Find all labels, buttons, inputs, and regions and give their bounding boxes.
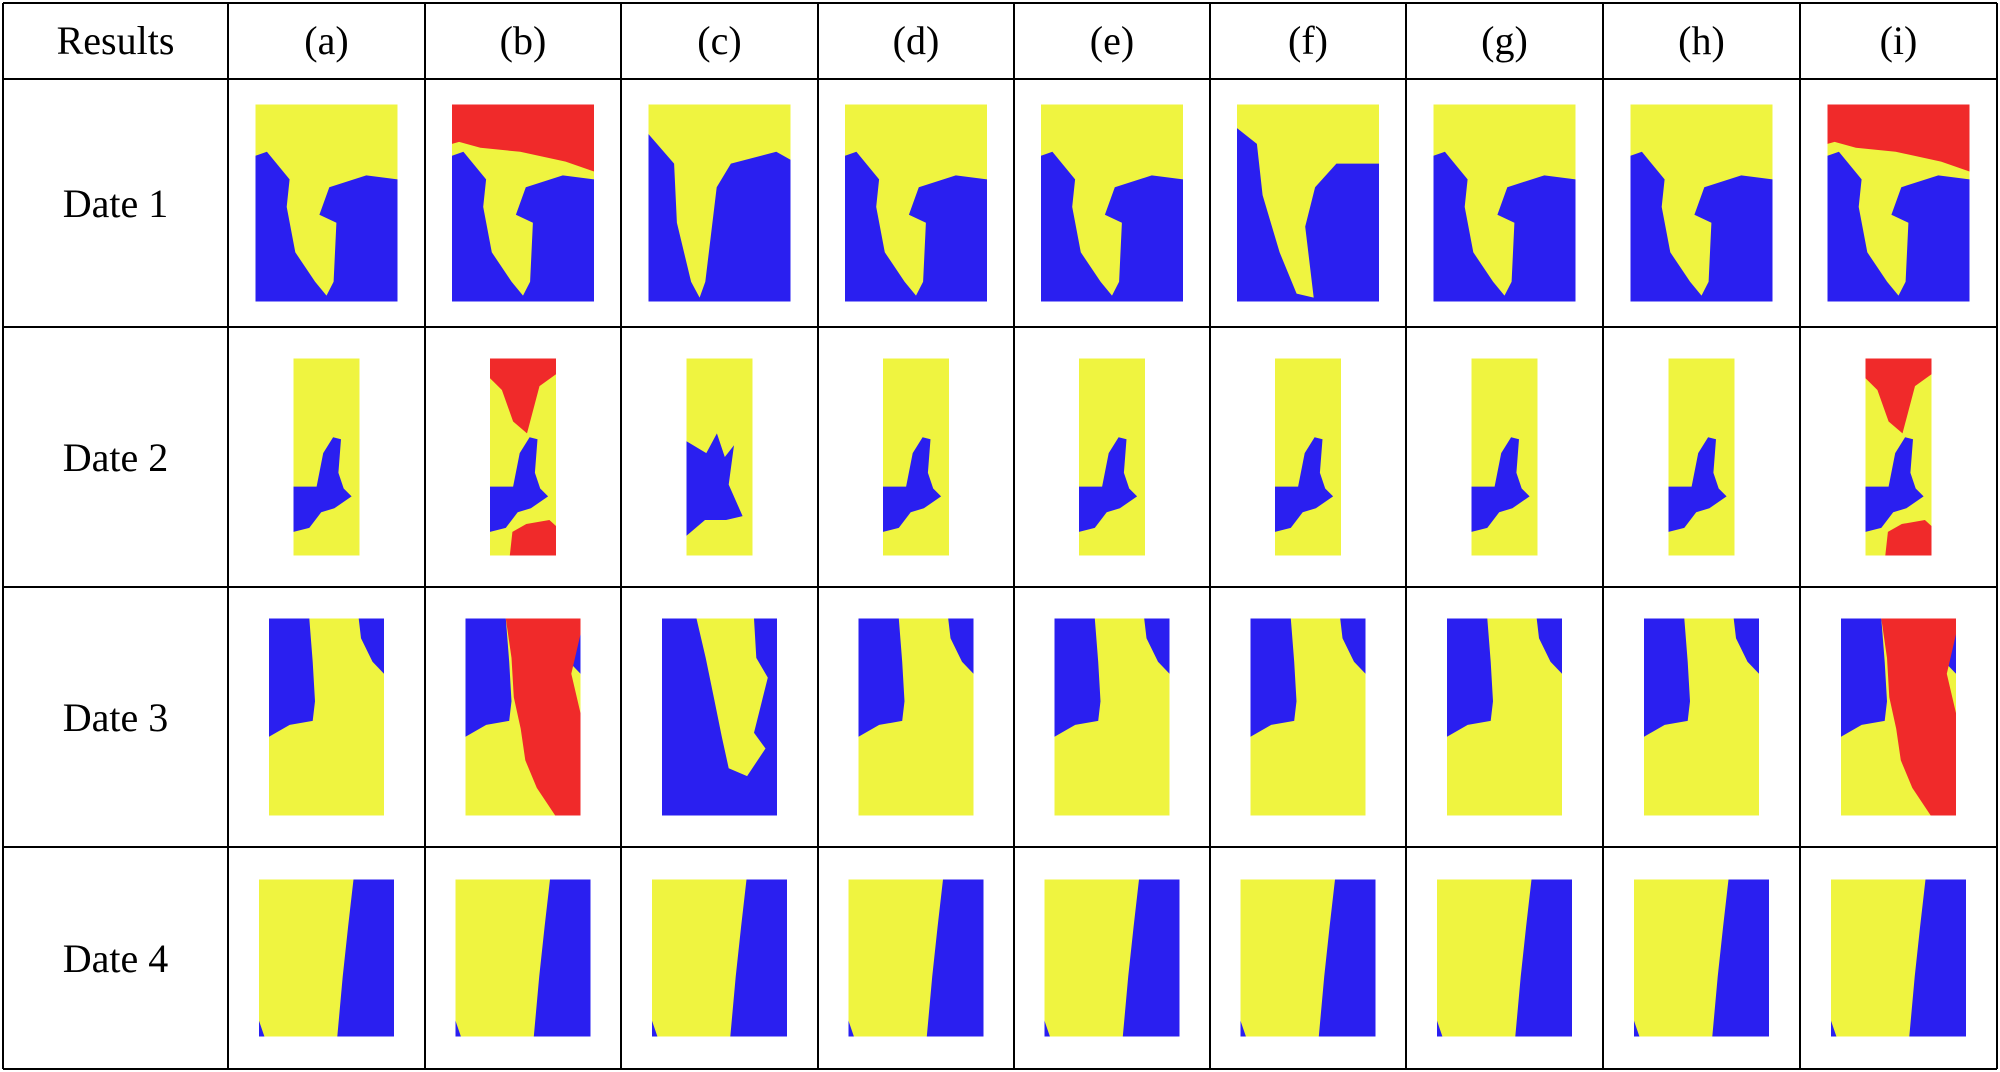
result-image-date2-4 (883, 358, 949, 556)
result-image-date3-5 (1054, 618, 1170, 816)
column-header-7: (g) (1481, 18, 1528, 63)
yellow-region (1250, 618, 1366, 816)
yellow-region (1447, 618, 1562, 816)
yellow-region (858, 618, 974, 816)
yellow-region (1644, 618, 1759, 816)
yellow-region (1831, 879, 1926, 1037)
column-header-6: (f) (1288, 18, 1328, 63)
result-image-date3-7 (1447, 618, 1562, 816)
yellow-region (1433, 104, 1576, 296)
yellow-region (1041, 104, 1183, 296)
result-image-date4-4 (848, 879, 984, 1037)
result-image-date1-2 (452, 104, 594, 302)
header-results-label: Results (57, 18, 175, 63)
yellow-region (255, 104, 398, 296)
result-image-date2-6 (1275, 358, 1341, 556)
yellow-region (269, 618, 384, 816)
red-region (452, 104, 594, 172)
blue-region (490, 437, 549, 532)
row-label-3: Date 3 (63, 695, 169, 740)
result-image-date3-4 (858, 618, 974, 816)
result-image-date3-1 (269, 618, 384, 816)
result-image-date4-3 (652, 879, 787, 1037)
column-header-2: (b) (500, 18, 547, 63)
yellow-region (455, 879, 550, 1037)
result-image-date4-9 (1831, 879, 1966, 1037)
column-header-1: (a) (304, 18, 348, 63)
result-image-date1-3 (648, 104, 791, 302)
result-image-date2-1 (293, 358, 360, 556)
yellow-region (1634, 879, 1729, 1037)
blue-region (1079, 437, 1138, 532)
yellow-region (648, 104, 791, 298)
result-image-date1-6 (1237, 104, 1379, 302)
row-label-2: Date 2 (63, 435, 169, 480)
column-header-8: (h) (1678, 18, 1725, 63)
result-image-date4-6 (1240, 879, 1376, 1037)
yellow-region (1240, 879, 1335, 1037)
result-image-date4-8 (1634, 879, 1769, 1037)
yellow-region (1630, 104, 1773, 296)
result-image-date3-6 (1250, 618, 1366, 816)
result-image-date4-7 (1437, 879, 1572, 1037)
blue-region (1865, 437, 1924, 532)
yellow-region (652, 879, 747, 1037)
result-image-date1-1 (255, 104, 398, 302)
result-image-date4-1 (259, 879, 394, 1037)
red-region (1827, 104, 1970, 172)
blue-region (1668, 437, 1727, 532)
result-image-date2-7 (1471, 358, 1538, 556)
result-image-date1-4 (845, 104, 987, 302)
result-image-date2-8 (1668, 358, 1735, 556)
result-image-date1-5 (1041, 104, 1183, 302)
result-image-date3-2 (465, 618, 581, 816)
column-header-5: (e) (1090, 18, 1134, 63)
table-labels: Results (a) (b) (c) (d) (e) (f) (g) (h) (i) Date 1… (57, 18, 1918, 981)
result-image-date2-5 (1079, 358, 1145, 556)
red-region (1865, 358, 1932, 556)
result-image-date1-8 (1630, 104, 1773, 302)
result-image-date1-9 (1827, 104, 1970, 302)
result-image-date3-3 (662, 618, 777, 816)
yellow-region (1237, 104, 1379, 298)
yellow-region (696, 618, 768, 777)
result-image-date1-7 (1433, 104, 1576, 302)
yellow-region (848, 879, 943, 1037)
blue-region (1471, 437, 1530, 532)
result-image-date2-3 (686, 358, 753, 556)
result-image-date3-9 (1841, 618, 1956, 816)
row-label-1: Date 1 (63, 181, 169, 226)
yellow-region (1437, 879, 1532, 1037)
column-header-9: (i) (1880, 18, 1918, 63)
blue-region (1275, 437, 1334, 532)
blue-region (686, 433, 743, 536)
row-label-4: Date 4 (63, 936, 169, 981)
yellow-region (259, 879, 354, 1037)
column-header-4: (d) (893, 18, 940, 63)
result-image-date4-5 (1044, 879, 1180, 1037)
column-header-3: (c) (697, 18, 741, 63)
blue-region (293, 437, 352, 532)
yellow-region (1044, 879, 1139, 1037)
result-image-date2-9 (1865, 358, 1932, 556)
yellow-region (1054, 618, 1170, 816)
red-region (1881, 618, 1956, 816)
result-image-date2-2 (490, 358, 556, 556)
red-region (505, 618, 581, 816)
result-image-date3-8 (1644, 618, 1759, 816)
result-image-date4-2 (455, 879, 591, 1037)
yellow-region (845, 104, 987, 296)
blue-region (883, 437, 942, 532)
table-cells (255, 104, 1970, 1037)
red-region (490, 358, 556, 556)
